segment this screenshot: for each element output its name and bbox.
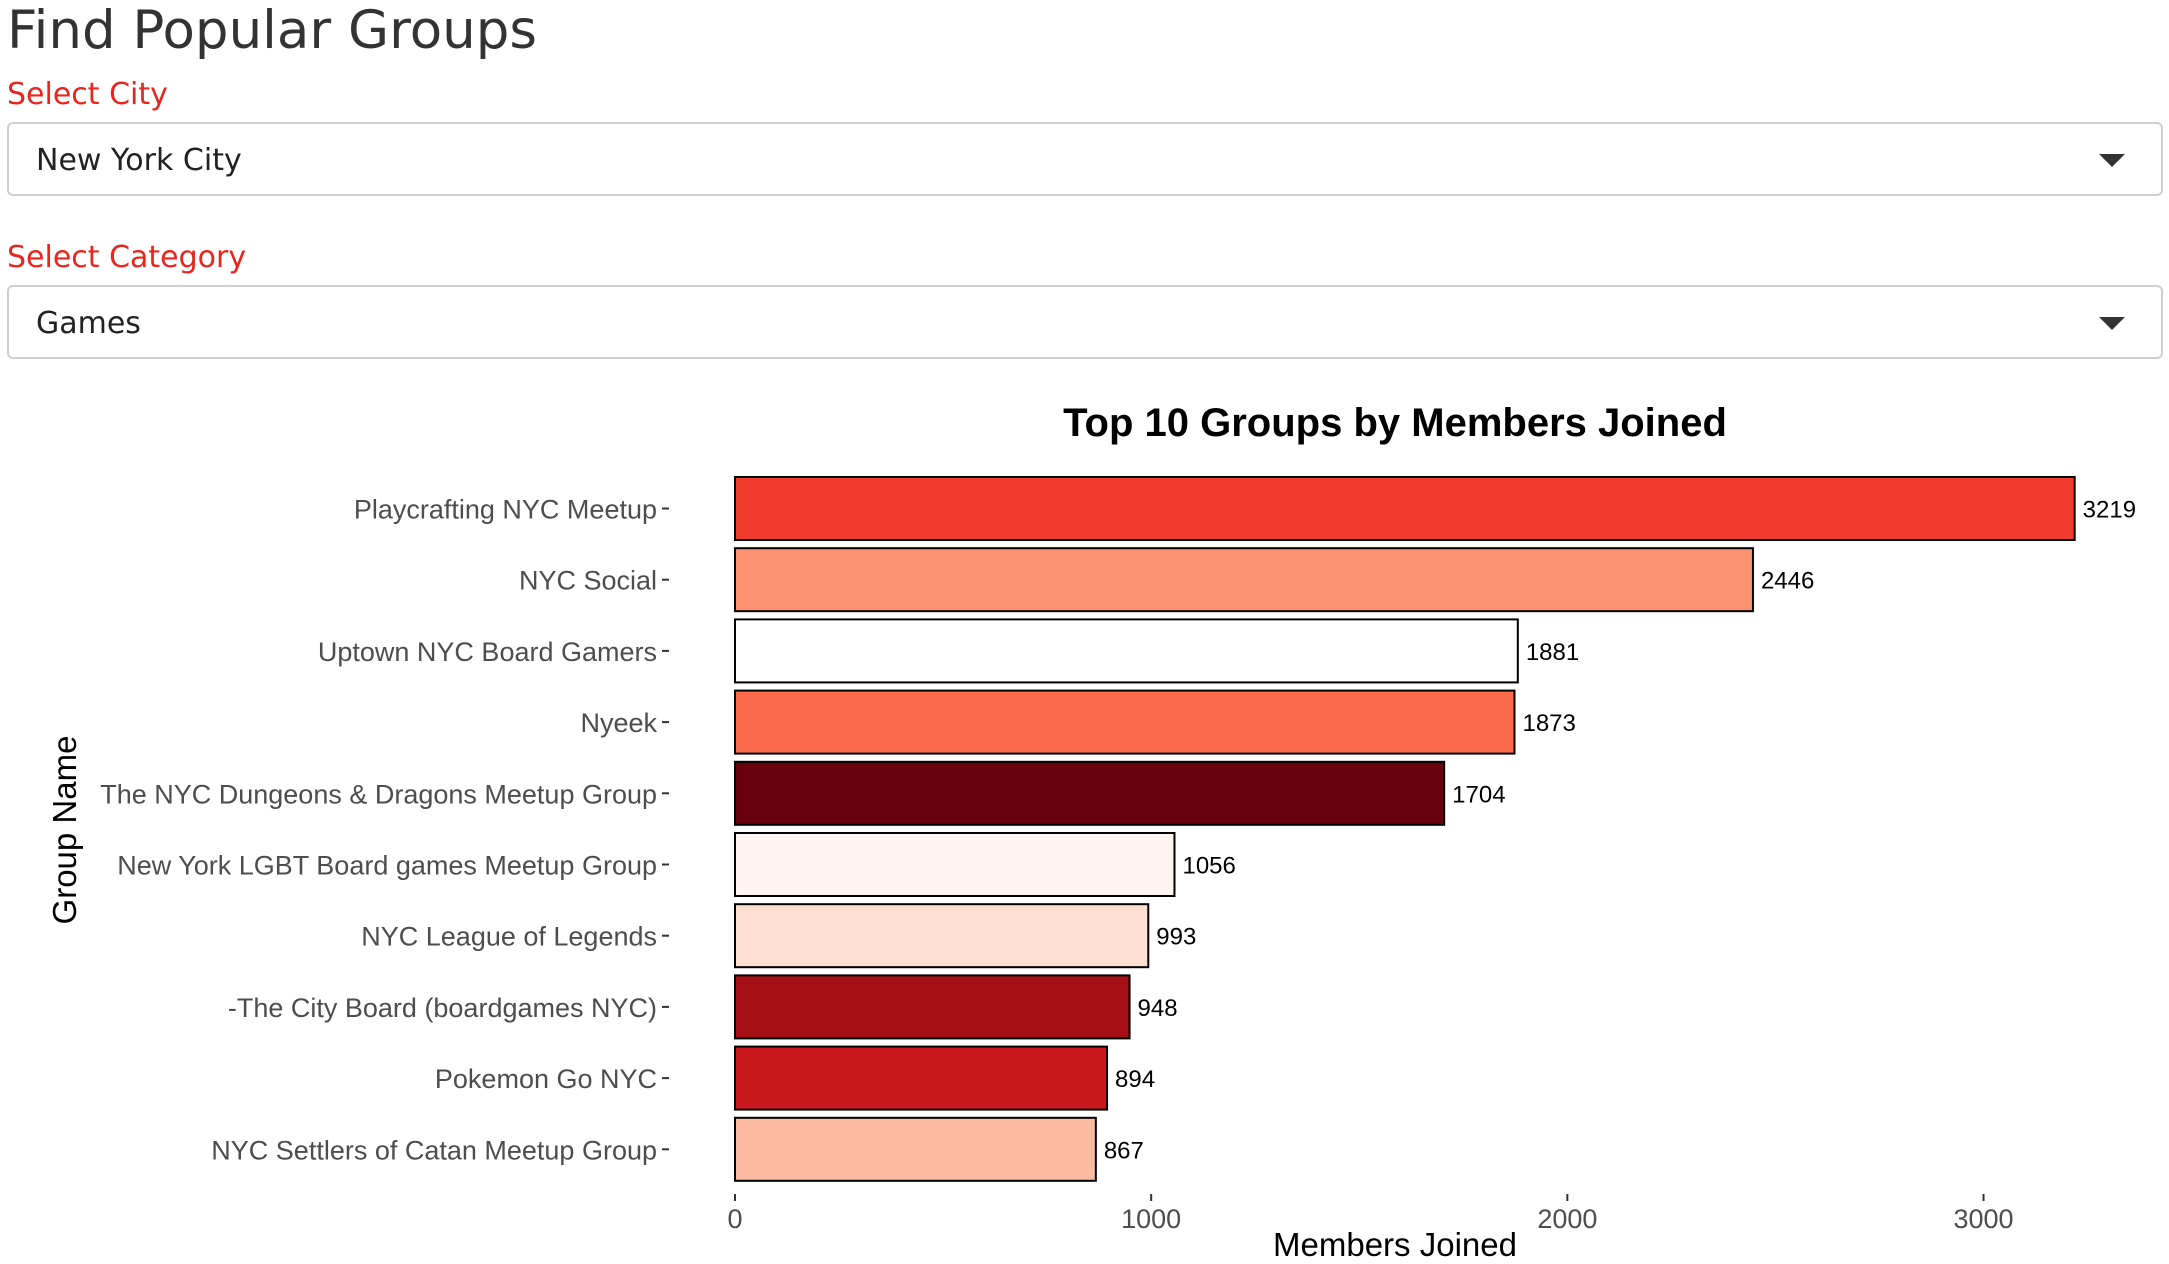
category-select-label: Select Category (7, 240, 247, 275)
y-tick-label-the-city-board-boardgames-nyc: -The City Board (boardgames NYC) (228, 993, 657, 1023)
chart-title: Top 10 Groups by Members Joined (1063, 401, 1727, 445)
value-label-new-york-lgbt-board-games-meetup-group: 1056 (1182, 853, 1235, 880)
bar-chart: Top 10 Groups by Members Joined 3219 2446… (46, 401, 2136, 1263)
y-tick-label-nyc-settlers-of-catan-meetup-group: NYC Settlers of Catan Meetup Group (211, 1135, 657, 1165)
y-tick-label-new-york-lgbt-board-games-meetup-group: New York LGBT Board games Meetup Group (117, 851, 657, 881)
x-axis: 0 1000 2000 3000 (727, 1194, 2014, 1234)
bar-nyc-league-of-legends (734, 903, 1150, 969)
y-tick-label-nyc-social: NYC Social (519, 566, 657, 596)
city-select-label: Select City (7, 77, 168, 112)
city-select[interactable]: New York City (7, 122, 2163, 196)
y-tick-label-nyeek: Nyeek (580, 708, 657, 738)
value-label-uptown-nyc-board-gamers: 1881 (1526, 639, 1579, 666)
category-select[interactable]: Games (7, 285, 2163, 359)
y-tick-label-pokemon-go-nyc: Pokemon Go NYC (435, 1064, 657, 1094)
bars-group: 3219 2446 1881 1873 1704 1056 993 948 894 867 (734, 476, 2136, 1182)
value-label-the-nyc-dungeons-dragons-meetup-group: 1704 (1452, 781, 1505, 808)
x-tick-label-2000: 2000 (1537, 1204, 1597, 1234)
bar-uptown-nyc-board-gamers (734, 618, 1519, 684)
bar-pokemon-go-nyc (734, 1045, 1109, 1111)
value-label-the-city-board-boardgames-nyc: 948 (1138, 995, 1178, 1022)
value-label-playcrafting-nyc-meetup: 3219 (2083, 497, 2136, 524)
page-title: Find Popular Groups (7, 0, 537, 61)
bar-the-nyc-dungeons-dragons-meetup-group (734, 760, 1446, 826)
caret-down-icon[interactable] (2099, 154, 2125, 167)
bar-the-city-board-boardgames-nyc (734, 974, 1131, 1040)
bar-new-york-lgbt-board-games-meetup-group (734, 832, 1176, 897)
bar-nyc-settlers-of-catan-meetup-group (734, 1116, 1097, 1182)
y-tick-label-uptown-nyc-board-gamers: Uptown NYC Board Gamers (318, 637, 657, 667)
y-tick-label-the-nyc-dungeons-dragons-meetup-group: The NYC Dungeons & Dragons Meetup Group (100, 779, 657, 809)
x-tick-label-0: 0 (727, 1204, 742, 1234)
category-select-value: Games (36, 306, 141, 341)
caret-down-icon[interactable] (2099, 317, 2125, 330)
y-tick-label-playcrafting-nyc-meetup: Playcrafting NYC Meetup (354, 495, 657, 525)
x-tick-label-1000: 1000 (1121, 1204, 1181, 1234)
value-label-nyc-settlers-of-catan-meetup-group: 867 (1104, 1137, 1144, 1164)
y-tick-label-nyc-league-of-legends: NYC League of Legends (361, 922, 657, 952)
x-tick-label-3000: 3000 (1953, 1204, 2013, 1234)
bar-nyc-social (734, 547, 1754, 613)
value-label-pokemon-go-nyc: 894 (1115, 1066, 1155, 1093)
y-axis-title: Group Name (46, 736, 83, 925)
value-label-nyeek: 1873 (1522, 710, 1575, 737)
value-label-nyc-league-of-legends: 993 (1156, 924, 1196, 951)
city-select-value: New York City (36, 143, 242, 178)
bar-nyeek (734, 689, 1516, 755)
value-label-nyc-social: 2446 (1761, 568, 1814, 595)
x-axis-title: Members Joined (1273, 1226, 1517, 1263)
y-axis: Playcrafting NYC Meetup NYC Social Uptown … (100, 495, 669, 1165)
bar-playcrafting-nyc-meetup (734, 476, 2076, 541)
